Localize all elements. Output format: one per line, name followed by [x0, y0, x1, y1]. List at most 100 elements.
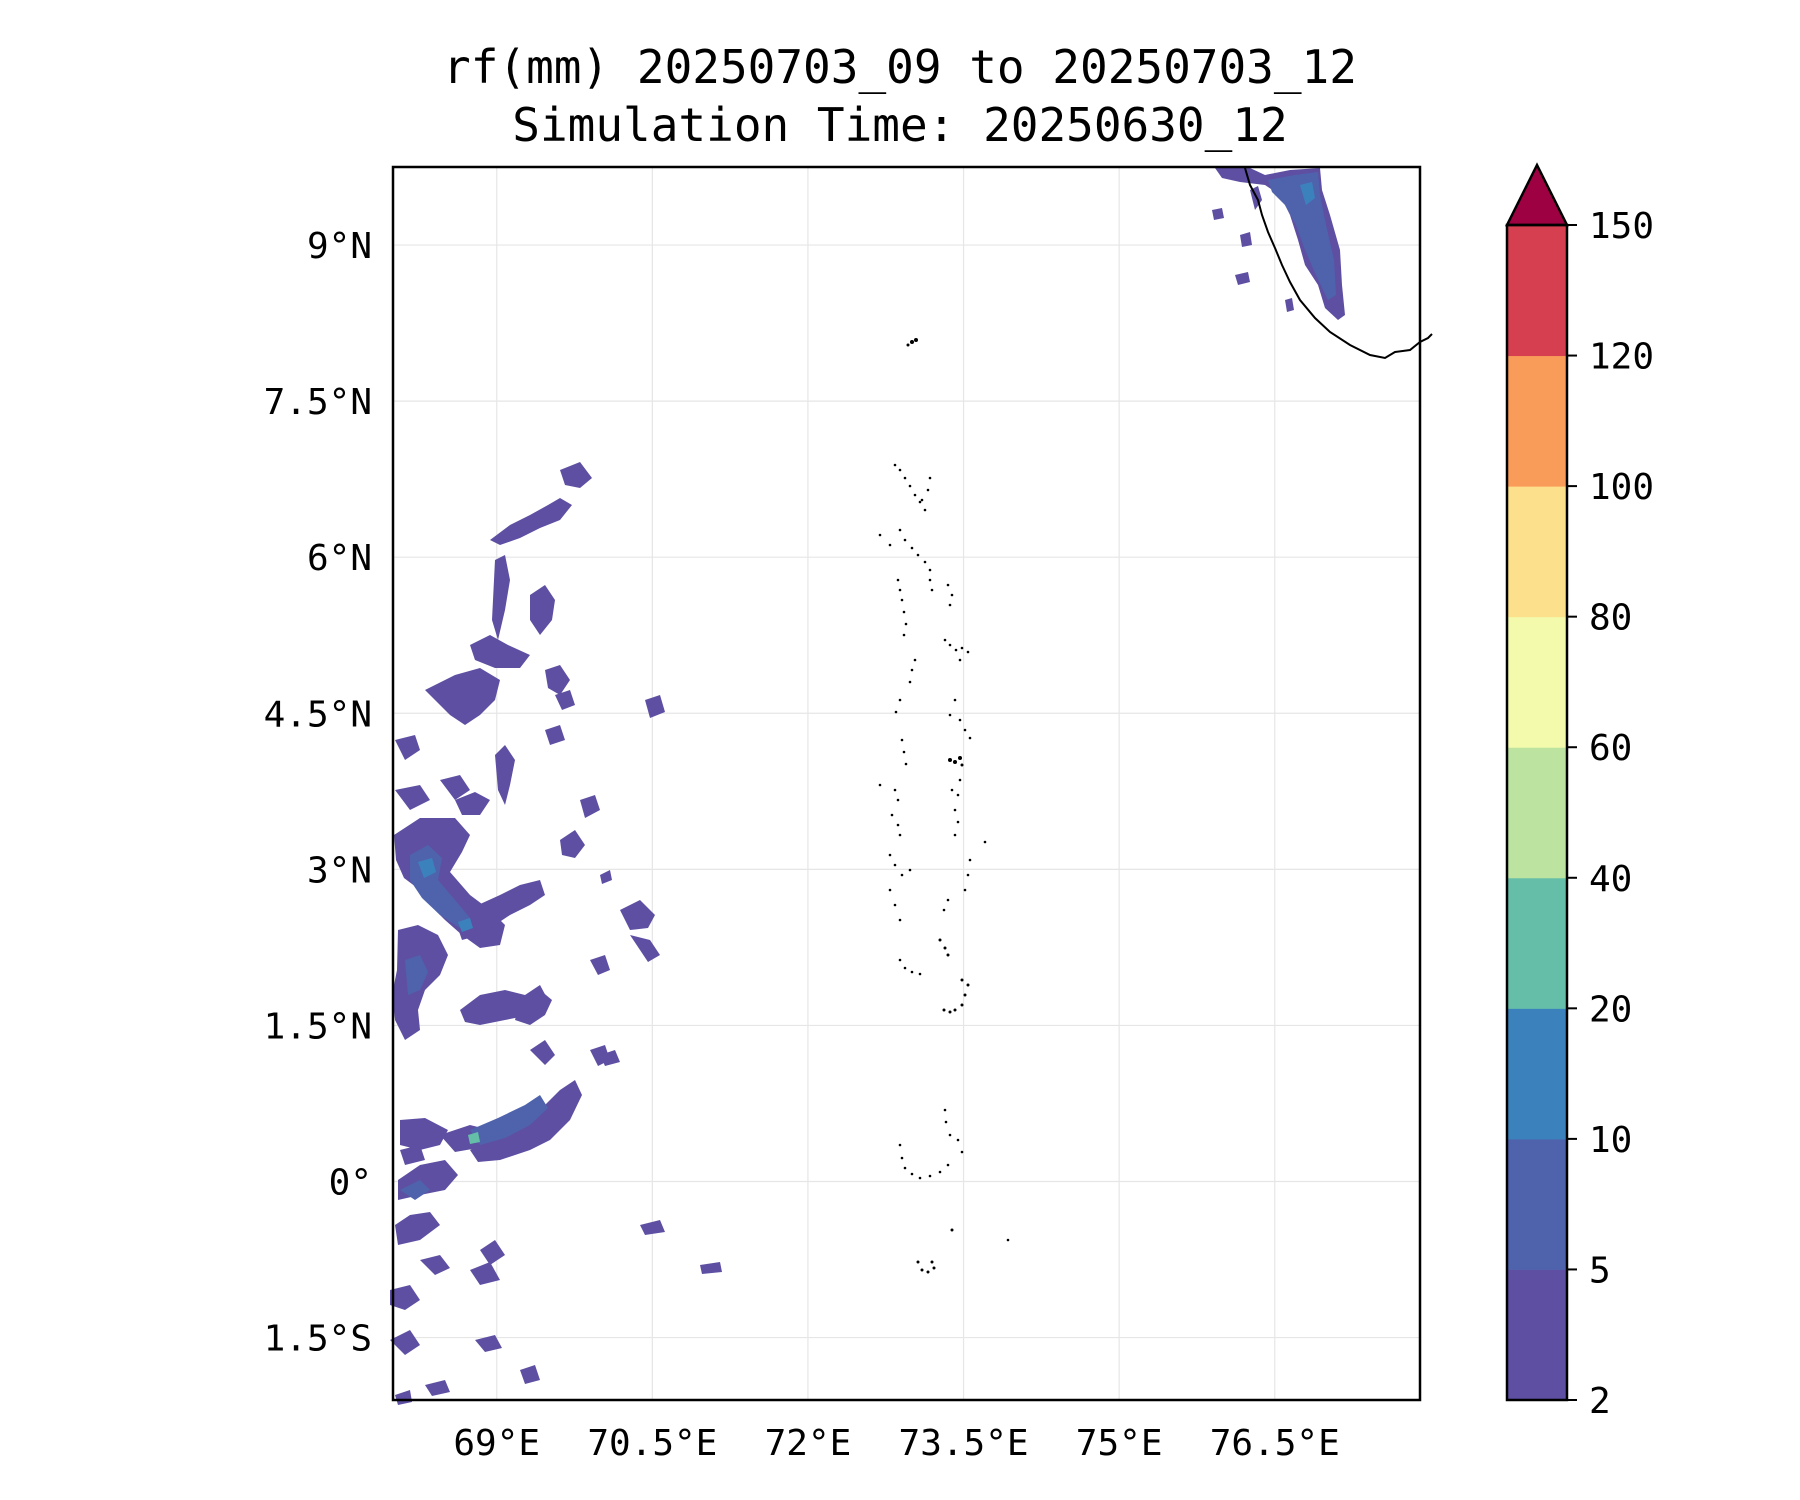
- rain-contour-17: [395, 735, 420, 760]
- colorbar-level-label: 60: [1589, 728, 1632, 769]
- title-line-1: rf(mm) 20250703_09 to 20250703_12: [443, 40, 1357, 94]
- atoll-dot-61: [890, 813, 894, 817]
- atoll-dot-63: [898, 833, 902, 837]
- atoll-dot-57: [956, 793, 960, 797]
- atoll-dot-1: [914, 338, 918, 342]
- atoll-dot-69: [893, 863, 897, 867]
- rain-contour-48: [470, 1095, 548, 1145]
- atoll-dot-2: [906, 343, 910, 347]
- atoll-dot-3: [893, 463, 897, 467]
- atoll-dot-52: [953, 760, 957, 764]
- rain-contour-38: [470, 1262, 500, 1285]
- rain-contour-51: [458, 918, 473, 932]
- atoll-dot-51: [948, 758, 952, 762]
- lat-tick-label: 0°: [329, 1162, 372, 1203]
- atoll-dot-96: [948, 1133, 952, 1137]
- atoll-dot-73: [966, 873, 970, 877]
- atoll-dot-101: [903, 1166, 907, 1170]
- colorbar-level-label: 40: [1589, 859, 1632, 900]
- rain-contour-22: [555, 690, 575, 710]
- rain-contour-8: [395, 1212, 440, 1245]
- atoll-dot-26: [902, 610, 906, 614]
- rain-contour-35: [475, 1335, 502, 1352]
- atoll-dot-27: [904, 622, 908, 626]
- atoll-dot-76: [893, 903, 897, 907]
- atoll-dot-53: [958, 756, 962, 760]
- colorbar-level-label: 10: [1589, 1120, 1632, 1161]
- atoll-dot-56: [950, 788, 954, 792]
- atoll-dot-7: [913, 493, 917, 497]
- atoll-dot-15: [910, 546, 914, 550]
- atoll-dot-81: [943, 946, 947, 950]
- atoll-dot-11: [926, 488, 930, 492]
- atoll-dot-102: [910, 1172, 914, 1176]
- rain-contour-58: [1285, 298, 1294, 312]
- rain-contour-27: [600, 870, 612, 884]
- rain-contour-41: [700, 1262, 722, 1274]
- colorbar-level-label: 5: [1589, 1250, 1611, 1291]
- atoll-dot-109: [916, 1260, 920, 1264]
- lon-tick-label: 70.5°E: [587, 1423, 717, 1464]
- atoll-dot-22: [930, 588, 934, 592]
- lat-tick-label: 1.5°S: [264, 1319, 372, 1360]
- atoll-dot-40: [908, 680, 912, 684]
- colorbar-level-label: 120: [1589, 337, 1654, 378]
- atoll-dot-0: [910, 340, 914, 344]
- lat-tick-label: 6°N: [307, 538, 372, 579]
- lon-tick-label: 73.5°E: [899, 1423, 1029, 1464]
- gridlines: [393, 167, 1420, 1400]
- rain-contour-20: [455, 792, 490, 815]
- atoll-dot-108: [1006, 1238, 1010, 1242]
- atoll-dot-36: [966, 650, 970, 654]
- atoll-dot-9: [923, 508, 927, 512]
- rain-contour-4: [460, 985, 548, 1025]
- lat-tick-label: 9°N: [307, 226, 372, 267]
- rain-contour-56: [1240, 232, 1252, 247]
- rain-contour-13: [530, 585, 555, 635]
- coastlines: [878, 167, 1433, 1274]
- atoll-dot-49: [902, 750, 906, 754]
- atoll-dot-43: [953, 698, 957, 702]
- lat-tick-label: 7.5°N: [264, 382, 372, 423]
- atoll-dot-95: [944, 1120, 948, 1124]
- colorbar-extend-arrow: [1504, 162, 1570, 227]
- atoll-dot-68: [888, 853, 892, 857]
- rain-contour-44: [425, 1380, 450, 1396]
- colorbar-bin-1: [1507, 1138, 1567, 1270]
- colorbar-bin-4: [1507, 747, 1567, 879]
- lon-tick-label: 69°E: [453, 1423, 540, 1464]
- rain-contour-24: [560, 830, 585, 858]
- rain-contour-18: [395, 785, 430, 810]
- atoll-dot-42: [894, 710, 898, 714]
- maldives-atolls: [878, 338, 1010, 1274]
- longitude-axis: 69°E 70.5°E 72°E 73.5°E 75°E 76.5°E: [453, 1423, 1339, 1464]
- rain-contour-2: [455, 880, 545, 940]
- rain-contour-49: [400, 1180, 430, 1200]
- atoll-dot-60: [896, 798, 900, 802]
- rain-contour-19: [440, 775, 470, 800]
- atoll-dot-84: [903, 966, 907, 970]
- atoll-dot-6: [908, 484, 912, 488]
- atoll-dot-29: [946, 583, 950, 587]
- atoll-dot-38: [913, 658, 917, 662]
- lon-tick-label: 75°E: [1076, 1423, 1163, 1464]
- atoll-dot-65: [956, 820, 960, 824]
- rain-contour-36: [480, 1240, 505, 1265]
- map-frame: [391, 165, 1422, 1402]
- atoll-dot-17: [923, 560, 927, 564]
- colorbar-bin-7: [1507, 355, 1567, 487]
- atoll-dot-48: [900, 738, 904, 742]
- atoll-dot-111: [926, 1270, 930, 1274]
- rain-contour-39: [600, 1050, 620, 1066]
- colorbar: 2 5 10 20 40 60 80 100 120 150: [1504, 162, 1654, 1422]
- rain-contour-37: [420, 1255, 450, 1275]
- atoll-dot-72: [968, 858, 972, 862]
- atoll-dot-35: [960, 646, 964, 650]
- title-line-2: Simulation Time: 20250630_12: [512, 98, 1288, 152]
- rain-contour-28: [620, 900, 655, 930]
- latitude-axis: 9°N 7.5°N 6°N 4.5°N 3°N 1.5°N 0° 1.5°S: [264, 226, 372, 1360]
- lon-tick-label: 72°E: [765, 1423, 852, 1464]
- atoll-dot-71: [908, 868, 912, 872]
- atoll-dot-12: [920, 498, 924, 502]
- atoll-dot-66: [953, 833, 957, 837]
